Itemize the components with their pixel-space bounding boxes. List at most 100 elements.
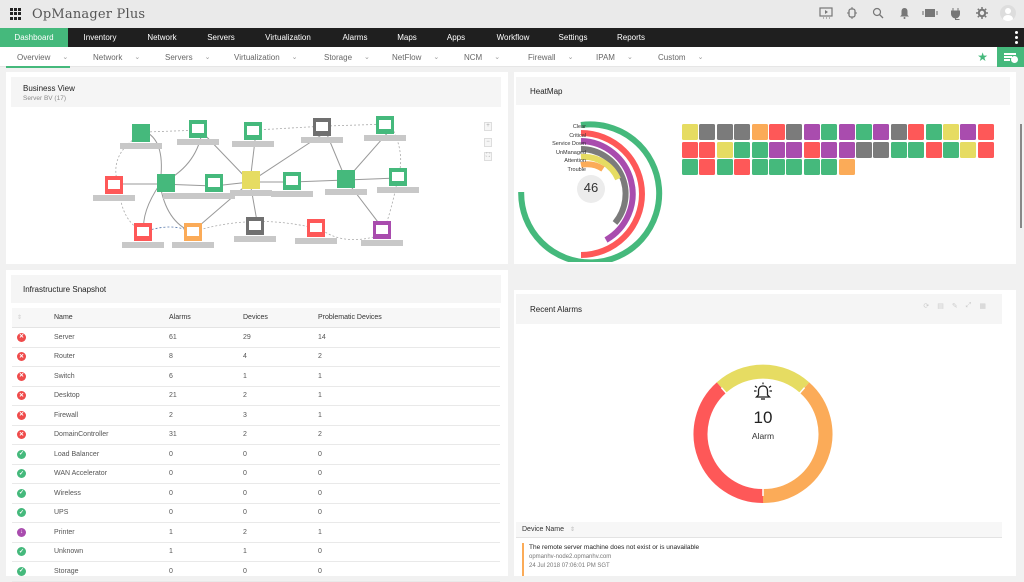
heatmap-cell-unmanaged[interactable] (856, 141, 872, 158)
sub-nav-storage[interactable]: Storage ⌄ (324, 52, 370, 62)
main-nav-dashboard[interactable]: Dashboard (0, 28, 68, 47)
main-nav-virtualization[interactable]: Virtualization (265, 33, 311, 42)
row-alarms[interactable]: 0 (169, 470, 173, 478)
heatmap-cell-clear[interactable] (821, 124, 838, 140)
table-row[interactable]: ✓ Storage 0 0 0 (12, 562, 500, 582)
device-node[interactable] (234, 217, 276, 242)
heatmap-cell-service-down[interactable] (821, 141, 838, 158)
table-row[interactable]: ✕ Desktop 21 2 1 (12, 387, 500, 406)
main-nav-reports[interactable]: Reports (616, 33, 645, 42)
heatmap-cell-attention[interactable] (682, 124, 698, 140)
column-devices[interactable]: Devices (243, 314, 268, 321)
row-problematic-devices[interactable]: 1 (318, 528, 322, 536)
device-node[interactable] (232, 122, 274, 147)
device-node[interactable] (361, 221, 403, 246)
main-nav-network[interactable]: Network (147, 33, 177, 42)
heatmap-cell-clear[interactable] (734, 141, 751, 158)
heatmap-cell-unmanaged[interactable] (716, 124, 733, 140)
heatmap-cell-unmanaged[interactable] (890, 124, 907, 140)
page-scrollbar[interactable] (1020, 124, 1022, 228)
heatmap-cell-clear[interactable] (821, 159, 838, 176)
row-alarms[interactable]: 0 (169, 567, 173, 575)
favorite-star-icon[interactable]: ★ (977, 50, 988, 64)
alarm-list-item[interactable]: The remote server machine does not exist… (522, 543, 1000, 576)
row-name[interactable]: WAN Accelerator (54, 470, 108, 478)
heatmap-cell-clear[interactable] (751, 141, 768, 158)
user-avatar-icon[interactable] (1000, 5, 1016, 21)
heatmap-cell-critical[interactable] (699, 141, 716, 158)
row-problematic-devices[interactable]: 2 (318, 353, 322, 361)
main-nav-servers[interactable]: Servers (207, 33, 235, 42)
device-node[interactable] (325, 170, 367, 195)
row-devices[interactable]: 0 (243, 489, 247, 497)
heatmap-cell-unmanaged[interactable] (786, 124, 803, 140)
presentation-icon[interactable] (818, 4, 834, 22)
sub-nav-ncm[interactable]: NCM ⌄ (464, 52, 501, 62)
heatmap-cell-clear[interactable] (716, 159, 733, 176)
sub-nav-custom[interactable]: Custom ⌄ (658, 52, 704, 62)
heatmap-cell-clear[interactable] (943, 141, 959, 158)
heatmap-cell-unmanaged[interactable] (734, 124, 751, 140)
table-row[interactable]: ✕ Switch 6 1 1 (12, 367, 500, 387)
device-node[interactable] (120, 124, 162, 149)
fit-screen-button[interactable]: ⛶ (484, 152, 492, 161)
row-problematic-devices[interactable]: 0 (318, 470, 322, 478)
power-plug-icon[interactable] (948, 4, 964, 22)
heatmap-cell-clear[interactable] (890, 141, 907, 158)
battery-icon[interactable] (922, 4, 938, 22)
row-name[interactable]: Load Balancer (54, 450, 100, 458)
row-name[interactable]: Firewall (54, 411, 79, 419)
heatmap-cell-critical[interactable] (734, 159, 751, 176)
heatmap-cell-clear[interactable] (786, 159, 803, 176)
table-row[interactable]: ✓ Wireless 0 0 0 (12, 484, 500, 504)
sub-nav-ipam[interactable]: IPAM ⌄ (596, 52, 633, 62)
row-name[interactable]: UPS (54, 509, 69, 517)
zoom-out-button[interactable]: − (484, 138, 492, 147)
heatmap-cell-attention[interactable] (943, 124, 959, 140)
device-node[interactable] (122, 223, 164, 248)
zoom-in-button[interactable]: + (484, 122, 492, 131)
row-alarms[interactable]: 21 (169, 392, 177, 400)
sort-icon[interactable]: ⇕ (570, 527, 576, 533)
heatmap-cell-critical[interactable] (977, 141, 994, 158)
row-problematic-devices[interactable]: 0 (318, 489, 322, 497)
main-nav-alarms[interactable]: Alarms (342, 33, 368, 42)
heatmap-cell-clear[interactable] (925, 124, 942, 140)
heatmap-cell-trouble[interactable] (751, 124, 768, 140)
heatmap-cell-clear[interactable] (769, 159, 785, 176)
add-widget-button[interactable] (997, 47, 1024, 67)
heatmap-cell-critical[interactable] (925, 141, 942, 158)
row-name[interactable]: Storage (54, 567, 79, 575)
heatmap-cell-unmanaged[interactable] (699, 124, 716, 140)
main-nav-apps[interactable]: Apps (446, 33, 466, 42)
more-options-icon[interactable] (1015, 31, 1018, 44)
row-name[interactable]: Printer (54, 528, 75, 536)
heatmap-cell-attention[interactable] (716, 141, 733, 158)
row-devices[interactable]: 3 (243, 411, 247, 419)
sub-nav-servers[interactable]: Servers ⌄ (165, 52, 211, 62)
table-row[interactable]: ✓ UPS 0 0 0 (12, 504, 500, 523)
row-alarms[interactable]: 31 (169, 431, 177, 439)
heatmap-cell-clear[interactable] (682, 159, 698, 176)
row-devices[interactable]: 4 (243, 353, 247, 361)
table-row[interactable]: ✕ Server 61 29 14 (12, 328, 500, 348)
row-problematic-devices[interactable]: 0 (318, 450, 322, 458)
device-node[interactable] (271, 172, 313, 197)
refresh-icon[interactable]: ⟳ (923, 303, 930, 310)
row-name[interactable]: Switch (54, 372, 75, 380)
device-node[interactable] (193, 174, 235, 199)
row-name[interactable]: Wireless (54, 489, 81, 497)
device-node[interactable] (157, 174, 209, 199)
device-node[interactable] (93, 176, 135, 201)
sub-nav-firewall[interactable]: Firewall ⌄ (528, 52, 574, 62)
delete-icon[interactable]: ▦ (979, 303, 986, 310)
alarm-device[interactable]: opmanhv-node2.opmanhv.com (529, 554, 612, 560)
column-problematic-devices[interactable]: Problematic Devices (318, 314, 382, 321)
heatmap-cell-critical[interactable] (699, 159, 716, 176)
row-devices[interactable]: 2 (243, 392, 247, 400)
heatmap-cell-clear[interactable] (803, 159, 820, 176)
row-name[interactable]: DomainController (54, 431, 109, 439)
row-devices[interactable]: 0 (243, 567, 247, 575)
row-devices[interactable]: 29 (243, 333, 251, 341)
row-alarms[interactable]: 61 (169, 333, 177, 341)
